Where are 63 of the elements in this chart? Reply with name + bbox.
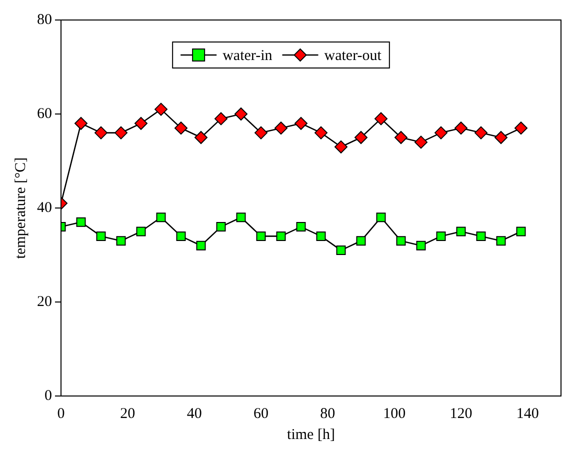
point bbox=[496, 236, 506, 246]
point bbox=[374, 112, 388, 126]
point bbox=[114, 126, 128, 140]
point bbox=[394, 131, 408, 144]
point bbox=[436, 231, 446, 241]
point bbox=[154, 102, 168, 116]
point bbox=[316, 231, 326, 241]
point bbox=[196, 240, 206, 250]
point bbox=[516, 226, 526, 236]
point bbox=[274, 122, 288, 135]
point bbox=[134, 116, 148, 130]
point bbox=[296, 222, 306, 232]
point bbox=[96, 231, 106, 241]
point bbox=[414, 136, 428, 149]
x-tick-label: 120 bbox=[450, 406, 472, 422]
x-tick-label: 0 bbox=[57, 406, 65, 422]
point bbox=[236, 212, 246, 222]
point bbox=[174, 122, 188, 135]
point bbox=[256, 231, 266, 241]
point bbox=[434, 126, 448, 140]
point bbox=[474, 126, 488, 140]
y-tick-label: 20 bbox=[37, 294, 52, 310]
point bbox=[116, 236, 126, 246]
x-tick-label: 40 bbox=[186, 406, 202, 422]
x-tick-label: 60 bbox=[254, 406, 268, 422]
legend-label: water-in bbox=[222, 48, 273, 64]
y-tick-label: 40 bbox=[37, 200, 52, 216]
point bbox=[396, 236, 406, 246]
y-tick-label: 0 bbox=[44, 388, 52, 404]
point bbox=[354, 131, 368, 144]
point bbox=[214, 112, 228, 126]
point bbox=[314, 126, 328, 140]
point bbox=[76, 217, 86, 227]
point bbox=[456, 226, 466, 236]
point bbox=[336, 246, 346, 256]
point bbox=[294, 116, 308, 130]
point bbox=[476, 231, 486, 241]
y-tick-label: 60 bbox=[37, 106, 52, 122]
point bbox=[136, 226, 146, 236]
point bbox=[74, 116, 88, 130]
point bbox=[94, 126, 108, 140]
point bbox=[416, 240, 426, 250]
y-tick-label: 80 bbox=[37, 12, 52, 28]
point bbox=[376, 212, 386, 222]
point bbox=[176, 231, 186, 241]
point bbox=[276, 231, 286, 241]
x-axis-title: time [h] bbox=[287, 426, 335, 443]
x-tick-label: 20 bbox=[120, 406, 136, 422]
point bbox=[334, 140, 348, 154]
x-tick-label: 100 bbox=[383, 406, 406, 422]
point bbox=[234, 108, 248, 120]
point bbox=[454, 122, 468, 135]
x-tick-label: 140 bbox=[516, 406, 539, 422]
point bbox=[494, 131, 508, 144]
y-axis-title: temperature [°C] bbox=[12, 157, 29, 259]
point bbox=[156, 212, 166, 222]
point bbox=[194, 131, 208, 144]
point bbox=[254, 126, 268, 140]
point bbox=[356, 236, 366, 246]
point bbox=[514, 122, 528, 135]
legend-label: water-out bbox=[324, 48, 382, 64]
x-tick-label: 80 bbox=[320, 406, 336, 422]
point bbox=[216, 222, 226, 232]
